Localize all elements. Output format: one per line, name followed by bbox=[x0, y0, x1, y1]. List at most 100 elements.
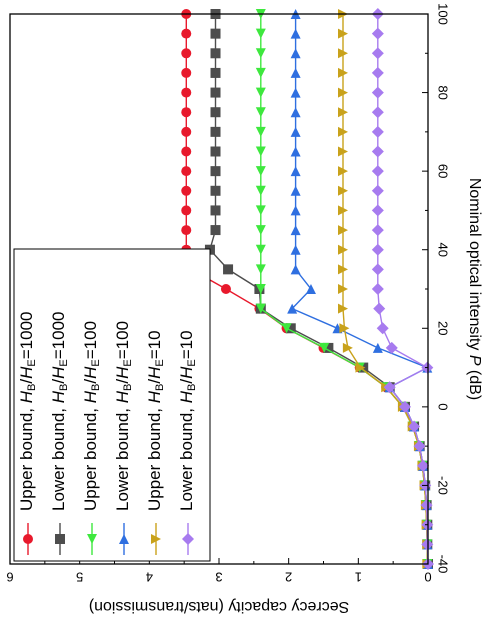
data-point bbox=[220, 284, 231, 294]
x-tick-label: -40 bbox=[436, 555, 451, 574]
data-point bbox=[338, 303, 349, 314]
x-axis-label-unit: (dB) bbox=[466, 365, 483, 400]
legend-label-eq: = bbox=[49, 349, 68, 359]
data-point bbox=[373, 302, 386, 315]
legend-entry: Upper bound, HB/HE=100 bbox=[81, 321, 102, 555]
data-point bbox=[371, 224, 384, 237]
x-tick-label: 40 bbox=[436, 242, 451, 256]
legend-entry: Upper bound, HB/HE=10 bbox=[145, 330, 166, 555]
data-point bbox=[290, 48, 301, 59]
legend-label: Lower bound, HB/HE=100 bbox=[113, 321, 133, 511]
legend-label: Lower bound, HB/HE=10 bbox=[177, 330, 197, 511]
data-point bbox=[371, 165, 384, 178]
data-point bbox=[255, 48, 266, 59]
data-point bbox=[338, 87, 349, 98]
legend-label-slash: / bbox=[113, 379, 132, 384]
data-point bbox=[255, 303, 266, 314]
data-point bbox=[255, 67, 266, 78]
legend-label-prefix: Upper bound, bbox=[17, 403, 36, 511]
data-point bbox=[255, 146, 266, 157]
legend-label-prefix: Lower bound, bbox=[177, 403, 196, 511]
legend-label-sub-e: E bbox=[58, 359, 70, 366]
data-point bbox=[210, 28, 221, 39]
legend-label-h: H bbox=[49, 366, 68, 379]
data-point bbox=[210, 126, 221, 137]
y-tick-label: 6 bbox=[6, 570, 13, 585]
data-point bbox=[210, 107, 221, 118]
legend-label-ratio: 10 bbox=[177, 330, 196, 349]
data-point bbox=[255, 264, 266, 275]
data-point bbox=[371, 145, 384, 158]
data-point bbox=[181, 28, 192, 39]
legend-label-ratio: 10 bbox=[145, 330, 164, 349]
data-point bbox=[323, 342, 334, 353]
legend-label-h: H bbox=[113, 390, 132, 403]
data-point bbox=[408, 420, 421, 433]
data-point bbox=[413, 440, 426, 453]
data-point bbox=[255, 185, 266, 196]
data-point bbox=[290, 87, 301, 98]
legend-marker bbox=[87, 534, 97, 544]
y-tick-label: 1 bbox=[355, 570, 362, 585]
legend-label-prefix: Lower bound, bbox=[113, 403, 132, 511]
data-point bbox=[285, 323, 296, 334]
data-point bbox=[338, 126, 349, 137]
data-point bbox=[355, 362, 366, 373]
legend-entry: Lower bound, HB/HE=10 bbox=[177, 330, 198, 555]
legend-label: Upper bound, HB/HE=10 bbox=[145, 330, 165, 511]
legend-label-sub-b: B bbox=[154, 384, 166, 391]
data-point bbox=[181, 67, 192, 78]
data-point bbox=[338, 166, 349, 177]
data-point bbox=[223, 264, 234, 275]
data-point bbox=[338, 48, 349, 59]
legend-label-sub-e: E bbox=[154, 359, 166, 366]
data-point bbox=[210, 225, 221, 236]
data-point bbox=[290, 146, 301, 157]
y-tick-label: 5 bbox=[76, 570, 83, 585]
data-point bbox=[290, 185, 301, 196]
data-point bbox=[290, 244, 301, 255]
data-point bbox=[305, 284, 316, 294]
axes-layer: 0 1 2 3 4 5 6 -40 -20 0 20 40 60 80 100 Nominal optical… bbox=[6, 3, 482, 615]
legend-label-eq: = bbox=[81, 349, 100, 359]
data-point bbox=[287, 303, 298, 314]
legend-label-sub-e: E bbox=[122, 359, 134, 366]
legend-label-prefix: Upper bound, bbox=[81, 403, 100, 511]
data-point bbox=[371, 283, 384, 295]
series-4 bbox=[287, 9, 433, 569]
data-point bbox=[371, 184, 384, 197]
data-point bbox=[376, 322, 389, 335]
data-point bbox=[371, 27, 384, 40]
legend-label: Lower bound, HB/HE=1000 bbox=[49, 312, 69, 512]
y-tick-label: 3 bbox=[215, 570, 222, 585]
data-point bbox=[371, 106, 384, 119]
data-point bbox=[399, 400, 412, 413]
data-point bbox=[181, 225, 192, 236]
legend-label-h: H bbox=[177, 366, 196, 379]
data-point bbox=[210, 166, 221, 177]
data-point bbox=[338, 244, 349, 255]
legend-label: Upper bound, HB/HE=1000 bbox=[17, 312, 37, 512]
legend-label: Upper bound, HB/HE=100 bbox=[81, 321, 101, 511]
data-point bbox=[255, 107, 266, 118]
data-point bbox=[181, 185, 192, 196]
data-point bbox=[255, 28, 266, 39]
x-axis-label-variable: P bbox=[466, 355, 483, 366]
data-point bbox=[385, 341, 398, 354]
data-point bbox=[420, 499, 433, 512]
legend-label-sub-b: B bbox=[90, 384, 102, 391]
data-point bbox=[290, 166, 301, 177]
data-point bbox=[255, 244, 266, 255]
data-point bbox=[255, 126, 266, 137]
data-point bbox=[255, 166, 266, 177]
x-tick-label: 60 bbox=[436, 164, 451, 178]
x-axis-label-text: Nominal optical intensity bbox=[466, 178, 483, 355]
legend-marker bbox=[55, 534, 65, 544]
y-tick-label: 0 bbox=[424, 570, 431, 585]
legend-label-slash: / bbox=[17, 379, 36, 384]
legend-entry: Lower bound, HB/HE=100 bbox=[113, 321, 134, 555]
legend-label-ratio: 1000 bbox=[49, 312, 68, 350]
data-point bbox=[417, 459, 430, 472]
